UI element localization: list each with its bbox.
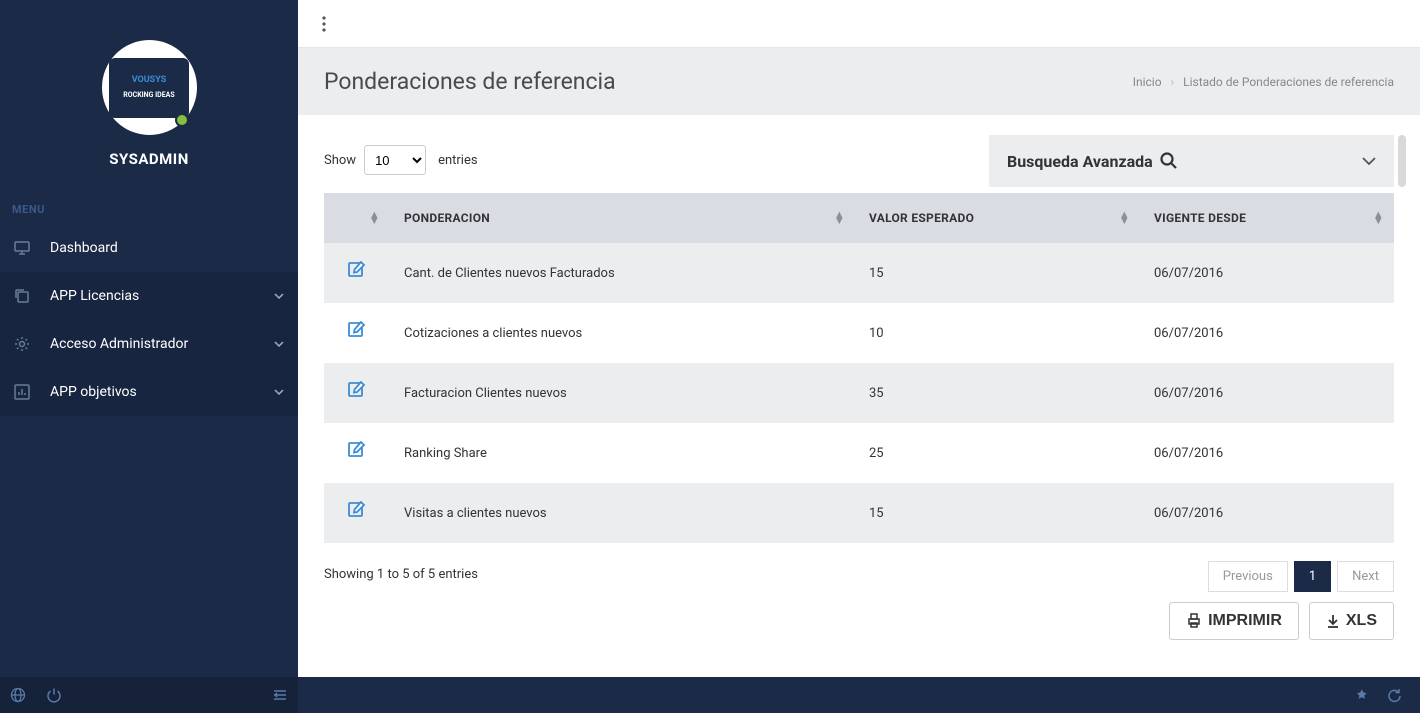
col-valor-header[interactable]: VALOR ESPERADO ▲▼ (855, 193, 1140, 243)
logo-text-bottom: ROCKING IDEAS (123, 92, 174, 100)
table-panel: Show 10 entries Busqueda Avanzada ▲▼ (298, 115, 1420, 660)
search-icon (1159, 151, 1179, 171)
cell-valor: 15 (855, 483, 1140, 543)
cell-ponderacion: Ranking Share (390, 423, 855, 483)
advanced-search-label: Busqueda Avanzada (1007, 152, 1153, 171)
sidebar-item-objetivos[interactable]: APP objetivos (0, 368, 298, 416)
sort-icon: ▲▼ (834, 212, 845, 224)
sort-icon: ▲▼ (369, 212, 380, 224)
table-row: Cant. de Clientes nuevos Facturados1506/… (324, 243, 1394, 303)
print-button-label: IMPRIMIR (1208, 612, 1282, 630)
cell-valor: 25 (855, 423, 1140, 483)
copy-icon (14, 288, 30, 304)
show-label: Show (324, 153, 356, 168)
refresh-button[interactable] (1378, 677, 1410, 713)
sidebar-footer (0, 677, 298, 713)
sidebar-item-label: APP Licencias (50, 288, 139, 304)
cell-valor: 10 (855, 303, 1140, 363)
xls-button-label: XLS (1346, 612, 1377, 630)
gear-icon (14, 336, 30, 352)
sidebar-profile: VOUSYS ROCKING IDEAS SYSADMIN (0, 0, 298, 188)
sort-icon: ▲▼ (1373, 212, 1384, 224)
col-label: VALOR ESPERADO (869, 211, 974, 225)
content-area: Ponderaciones de referencia Inicio › Lis… (298, 48, 1420, 677)
cell-valor: 35 (855, 363, 1140, 423)
breadcrumb-current: Listado de Ponderaciones de referencia (1183, 75, 1394, 89)
table-row: Visitas a clientes nuevos1506/07/2016 (324, 483, 1394, 543)
cell-valor: 15 (855, 243, 1140, 303)
bar-chart-icon (14, 384, 30, 400)
col-label: PONDERACION (404, 211, 490, 225)
data-table: ▲▼ PONDERACION ▲▼ VALOR ESPERADO ▲▼ VIGE… (324, 193, 1394, 543)
col-ponderacion-header[interactable]: PONDERACION ▲▼ (390, 193, 855, 243)
logo-text-top: VOUSYS (123, 76, 174, 86)
sidebar-item-licencias[interactable]: APP Licencias (0, 272, 298, 320)
pager-previous[interactable]: Previous (1208, 561, 1288, 592)
collapse-sidebar-button[interactable] (262, 677, 298, 713)
page-title: Ponderaciones de referencia (324, 68, 616, 95)
table-row: Facturacion Clientes nuevos3506/07/2016 (324, 363, 1394, 423)
export-xls-button[interactable]: XLS (1309, 602, 1394, 640)
print-button[interactable]: IMPRIMIR (1169, 602, 1299, 640)
edit-row-button[interactable] (347, 261, 367, 281)
avatar[interactable]: VOUSYS ROCKING IDEAS (102, 40, 197, 135)
monitor-icon (14, 240, 30, 256)
entries-label: entries (438, 153, 478, 168)
sidebar-item-admin[interactable]: Acceso Administrador (0, 320, 298, 368)
pagination: Previous 1 Next (1208, 561, 1394, 592)
table-info: Showing 1 to 5 of 5 entries (324, 561, 478, 582)
cell-ponderacion: Visitas a clientes nuevos (390, 483, 855, 543)
table-row: Ranking Share2506/07/2016 (324, 423, 1394, 483)
username-label: SYSADMIN (0, 150, 298, 168)
pager-next[interactable]: Next (1337, 561, 1394, 592)
sort-icon: ▲▼ (1119, 212, 1130, 224)
cell-vigente: 06/07/2016 (1140, 303, 1394, 363)
scroll-hint (1398, 135, 1406, 187)
sidebar-item-label: Dashboard (50, 240, 118, 256)
chevron-down-icon (1362, 157, 1376, 165)
advanced-search-toggle[interactable]: Busqueda Avanzada (989, 135, 1394, 187)
sidebar: VOUSYS ROCKING IDEAS SYSADMIN MENU Dashb… (0, 0, 298, 713)
edit-row-button[interactable] (347, 321, 367, 341)
edit-row-button[interactable] (347, 441, 367, 461)
printer-icon (1186, 613, 1202, 629)
download-icon (1326, 614, 1340, 628)
page-header: Ponderaciones de referencia Inicio › Lis… (298, 48, 1420, 115)
content-footer-bar (298, 677, 1420, 713)
kebab-menu-button[interactable] (322, 16, 326, 32)
logo-badge: VOUSYS ROCKING IDEAS (109, 58, 189, 118)
cell-ponderacion: Cant. de Clientes nuevos Facturados (390, 243, 855, 303)
sidebar-menu-heading: MENU (0, 188, 298, 224)
cell-vigente: 06/07/2016 (1140, 483, 1394, 543)
cell-vigente: 06/07/2016 (1140, 243, 1394, 303)
pager-page-1[interactable]: 1 (1294, 561, 1331, 592)
sidebar-item-label: APP objetivos (50, 384, 137, 400)
status-online-icon (175, 113, 189, 127)
chevron-down-icon (274, 293, 284, 299)
power-button[interactable] (36, 677, 72, 713)
edit-row-button[interactable] (347, 381, 367, 401)
col-vigente-header[interactable]: VIGENTE DESDE ▲▼ (1140, 193, 1394, 243)
table-footer: Showing 1 to 5 of 5 entries Previous 1 N… (324, 561, 1394, 640)
edit-row-button[interactable] (347, 501, 367, 521)
cell-ponderacion: Cotizaciones a clientes nuevos (390, 303, 855, 363)
chevron-down-icon (274, 389, 284, 395)
page-length-select[interactable]: 10 (364, 145, 426, 175)
sidebar-item-dashboard[interactable]: Dashboard (0, 224, 298, 272)
col-label: VIGENTE DESDE (1154, 211, 1246, 225)
topbar (298, 0, 1420, 48)
pin-button[interactable] (1346, 677, 1378, 713)
sidebar-item-label: Acceso Administrador (50, 336, 188, 352)
cell-vigente: 06/07/2016 (1140, 423, 1394, 483)
breadcrumb: Inicio › Listado de Ponderaciones de ref… (1133, 75, 1394, 89)
table-row: Cotizaciones a clientes nuevos1006/07/20… (324, 303, 1394, 363)
cell-ponderacion: Facturacion Clientes nuevos (390, 363, 855, 423)
cell-vigente: 06/07/2016 (1140, 363, 1394, 423)
globe-button[interactable] (0, 677, 36, 713)
col-action-header[interactable]: ▲▼ (324, 193, 390, 243)
breadcrumb-separator-icon: › (1171, 75, 1175, 89)
chevron-down-icon (274, 341, 284, 347)
breadcrumb-root[interactable]: Inicio (1133, 75, 1162, 89)
